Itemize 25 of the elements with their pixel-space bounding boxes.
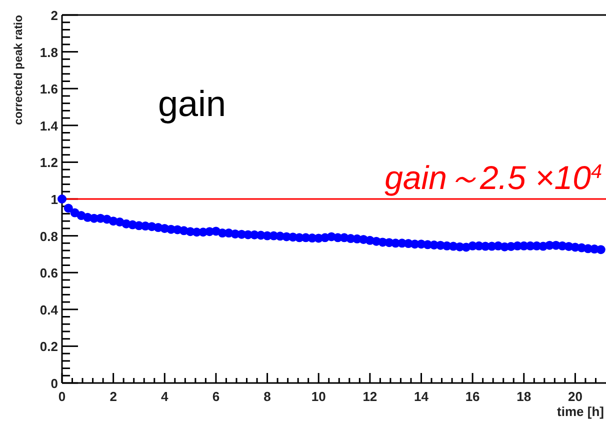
- y-axis-title: corrected peak ratio: [13, 15, 25, 125]
- x-tick-label: 8: [264, 389, 271, 404]
- x-tick-label: 12: [362, 389, 378, 404]
- x-tick-label: 4: [161, 389, 170, 404]
- y-tick-label: 0.8: [40, 228, 58, 244]
- x-axis-title: time [h]: [557, 404, 604, 419]
- y-tick-label: 0: [50, 376, 58, 391]
- y-tick-label: 0.2: [40, 339, 58, 354]
- y-tick-label: 1.8: [40, 44, 58, 60]
- x-tick-label: 16: [465, 389, 480, 404]
- y-tick-label: 2: [50, 8, 58, 23]
- ref-line-label: gain～2.5 ×10$^{4}$: [384, 159, 602, 196]
- y-tick-label: 1.2: [40, 155, 58, 170]
- x-tick-label: 14: [414, 389, 430, 404]
- y-tick-label: 1: [50, 192, 58, 207]
- x-tick-label: 2: [110, 389, 117, 404]
- y-tick-label: 0.6: [40, 266, 58, 281]
- x-tick-label: 18: [516, 389, 532, 404]
- annotation: gain: [158, 83, 226, 124]
- y-tick-label: 1.6: [40, 82, 58, 97]
- y-tick-label: 0.4: [40, 302, 59, 318]
- x-tick-label: 10: [311, 389, 326, 404]
- x-tick-label: 20: [568, 389, 582, 404]
- x-tick-label: 6: [212, 389, 220, 404]
- y-tick-label: 1.4: [40, 118, 59, 134]
